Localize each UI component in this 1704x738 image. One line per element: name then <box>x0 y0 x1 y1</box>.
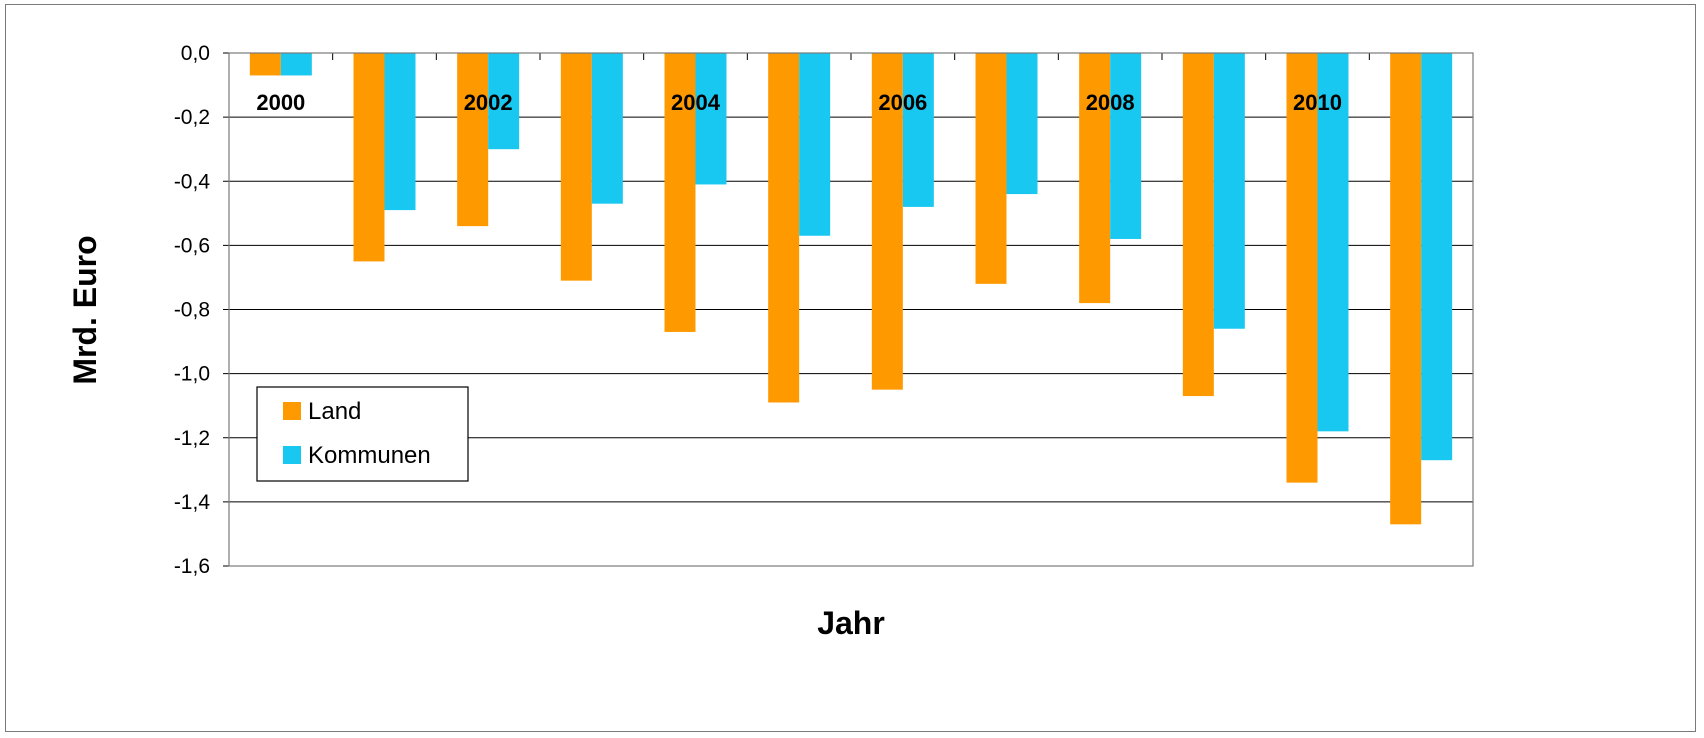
y-tick-label: -1,6 <box>174 555 210 578</box>
y-tick-label: -0,6 <box>174 234 210 257</box>
bar-kommunen-2006 <box>902 53 934 207</box>
bar-land-2004 <box>664 53 696 332</box>
x-category-label: 2010 <box>1293 90 1342 115</box>
bar-land-2003 <box>560 53 592 281</box>
legend-label-land: Land <box>308 398 361 425</box>
bar-land-2002 <box>457 53 489 227</box>
bar-land-2007 <box>975 53 1007 284</box>
y-tick-label: -0,4 <box>174 170 211 193</box>
legend-label-kommunen: Kommunen <box>308 442 431 469</box>
bar-land-2001 <box>353 53 385 262</box>
bar-kommunen-2009 <box>1213 53 1245 329</box>
x-category-label: 2000 <box>256 90 305 115</box>
bar-kommunen-2003 <box>591 53 623 204</box>
legend: Land Kommunen <box>256 386 469 482</box>
x-category-label: 2006 <box>878 90 927 115</box>
x-category-label: 2008 <box>1086 90 1135 115</box>
bar-land-2009 <box>1182 53 1214 397</box>
bar-kommunen-2008 <box>1110 53 1142 239</box>
bar-kommunen-2000 <box>280 53 312 76</box>
bar-kommunen-2001 <box>384 53 416 211</box>
bar-land-2006 <box>871 53 903 390</box>
legend-swatch-land <box>283 402 301 420</box>
y-tick-label: 0,0 <box>181 42 210 65</box>
x-category-label: 2004 <box>671 90 721 115</box>
y-tick-label: -1,0 <box>174 363 210 386</box>
bar-kommunen-2010 <box>1317 53 1349 432</box>
bar-land-2005 <box>768 53 800 403</box>
y-axis-ticks: 0,0 -0,2 -0,4 -0,6 -0,8 -1,0 -1,2 -1,4 -1,6 <box>174 42 229 578</box>
bar-kommunen-2004 <box>695 53 727 185</box>
bar-land-2010 <box>1286 53 1318 483</box>
y-tick-label: -1,4 <box>174 491 211 514</box>
bar-land-2011 <box>1390 53 1422 525</box>
y-axis-title: Mrd. Euro <box>67 235 103 384</box>
legend-swatch-kommunen <box>283 446 301 464</box>
bar-kommunen-2002 <box>488 53 520 150</box>
bar-kommunen-2005 <box>799 53 831 236</box>
bars <box>249 53 1453 525</box>
bar-land-2008 <box>1079 53 1111 304</box>
y-tick-label: -1,2 <box>174 427 210 450</box>
gridlines <box>229 52 1473 567</box>
category-labels: 2000 2002 2004 2006 2008 2010 <box>228 53 1370 115</box>
x-category-label: 2002 <box>464 90 513 115</box>
plot-area-border <box>228 52 1474 567</box>
x-axis-title: Jahr <box>817 605 885 641</box>
bar-land-2000 <box>249 53 281 76</box>
bar-kommunen-2007 <box>1006 53 1038 195</box>
y-tick-label: -0,8 <box>174 299 210 322</box>
bar-kommunen-2011 <box>1421 53 1453 461</box>
y-tick-label: -0,2 <box>174 106 210 129</box>
